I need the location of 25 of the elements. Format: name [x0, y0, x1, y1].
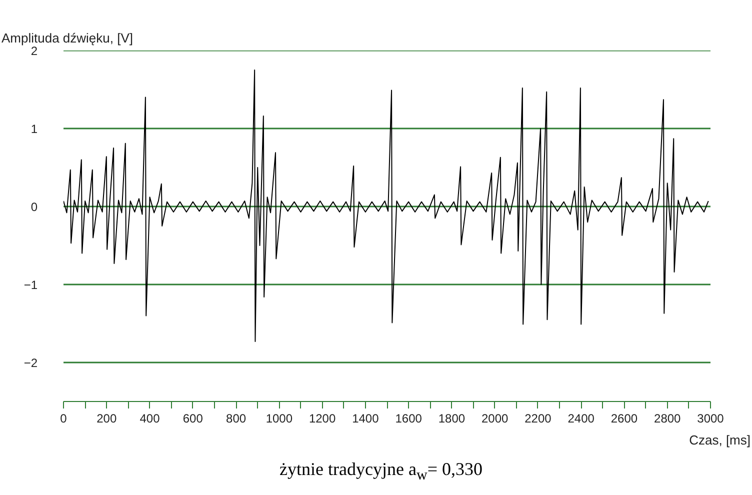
line-series [64, 70, 709, 342]
x-tick-label: 2400 [568, 412, 595, 426]
x-tick-label: 0 [60, 412, 68, 426]
x-tick-label: 2600 [610, 412, 638, 426]
text: żytnie tradycyjne a$_{w}$= 0,330 [280, 458, 482, 486]
x-tick-label: 400 [140, 412, 160, 426]
x-tick-label: 2000 [481, 412, 509, 426]
y-tick-label: 2 [30, 44, 38, 58]
y-axis-title: Amplituda dźwięku, [V] [2, 30, 134, 46]
x-tick-label: 1600 [395, 412, 422, 426]
x-tick-label: 2200 [524, 412, 552, 426]
x-tick-label: 1000 [266, 412, 293, 426]
y-tick-label: −1 [24, 278, 38, 292]
y-tick-label: −2 [24, 356, 38, 370]
x-tick-label: 1400 [352, 412, 380, 426]
x-axis-title: Czas, [ms] [689, 432, 751, 448]
x-tick-label: 1800 [438, 412, 466, 426]
x-tick-label: 1200 [308, 412, 336, 426]
x-tick-label: 800 [226, 412, 246, 426]
x-tick-label: 2800 [654, 412, 682, 426]
y-tick-label: 0 [30, 200, 38, 214]
x-tick-label: 200 [96, 412, 117, 426]
x-tick-label: 3000 [697, 412, 724, 426]
x-tick-label: 600 [182, 412, 204, 426]
y-tick-label: 1 [30, 122, 38, 136]
